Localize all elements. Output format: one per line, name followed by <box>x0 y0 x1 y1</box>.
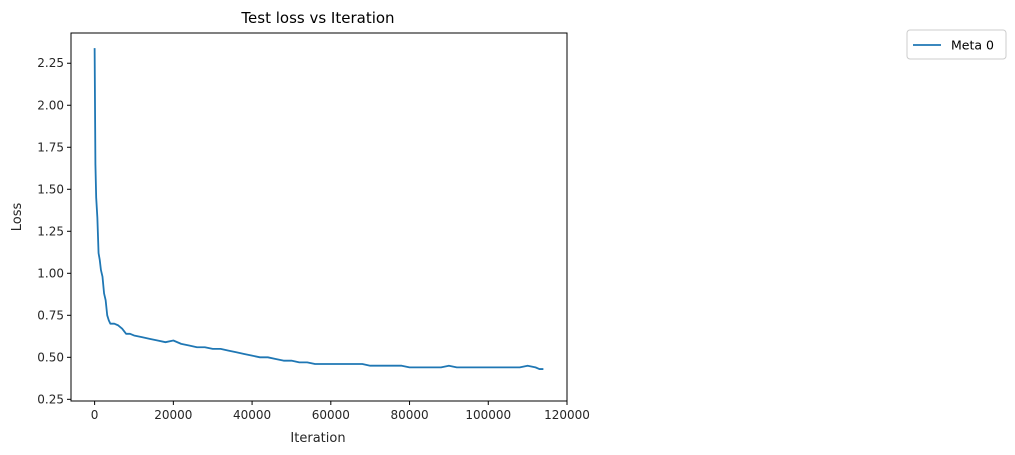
legend-label-meta-0: Meta 0 <box>951 38 994 53</box>
legend-box <box>906 29 1007 60</box>
x-tick-label: 60000 <box>312 408 350 422</box>
x-axis-label: Iteration <box>290 431 345 446</box>
y-tick-label: 0.25 <box>37 392 64 406</box>
chart-title: Test loss vs Iteration <box>240 9 394 27</box>
y-tick-label: 0.75 <box>37 308 64 322</box>
series-line-meta-0 <box>93 48 544 370</box>
x-tick-label: 80000 <box>390 408 428 422</box>
plot-area <box>70 32 568 402</box>
y-tick-label: 1.50 <box>37 182 64 196</box>
x-tick-label: 100000 <box>465 408 511 422</box>
y-tick-label: 1.25 <box>37 224 64 238</box>
x-tick-label: 120000 <box>544 408 590 422</box>
x-tick-label: 20000 <box>154 408 192 422</box>
x-tick-label: 0 <box>91 408 99 422</box>
y-tick-label: 1.75 <box>37 140 64 154</box>
y-tick-label: 0.50 <box>37 350 64 364</box>
x-tick-label: 40000 <box>233 408 271 422</box>
y-tick-label: 2.00 <box>37 98 64 112</box>
series-layer <box>93 48 544 370</box>
legend: Meta 0 <box>906 29 1007 60</box>
y-axis-label: Loss <box>10 203 25 232</box>
y-tick-label: 1.00 <box>37 266 64 280</box>
y-axis: 0.25 0.50 0.75 1.00 1.25 1.50 1.75 2.00 2.25 <box>37 56 71 406</box>
y-tick-label: 2.25 <box>37 56 64 70</box>
x-axis: 0 20000 40000 60000 80000 100000 120000 <box>91 401 590 422</box>
